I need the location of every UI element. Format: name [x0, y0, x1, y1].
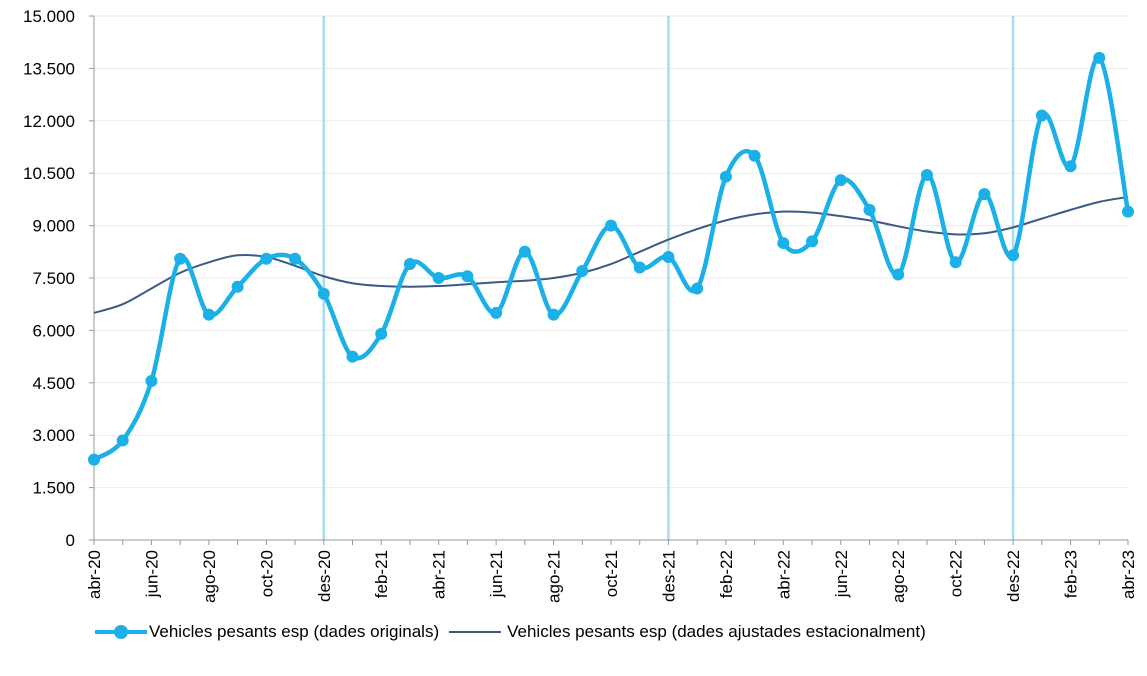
y-tick-label: 3.000 — [32, 426, 75, 445]
x-tick-label: oct-20 — [257, 550, 276, 597]
x-tick-label: feb-23 — [1062, 550, 1081, 598]
x-tick-label: jun-21 — [487, 550, 506, 598]
data-point-original — [920, 168, 933, 181]
data-point-original — [1093, 51, 1106, 64]
x-tick-label: jun-20 — [142, 550, 161, 598]
data-point-original — [432, 272, 445, 284]
data-point-original — [662, 251, 675, 264]
data-point-original — [202, 308, 215, 321]
x-tick-label: jun-22 — [832, 550, 851, 598]
gridlines — [94, 15, 1128, 489]
x-tick-label: oct-21 — [602, 550, 621, 597]
legend-swatch-adjusted — [449, 631, 502, 633]
y-tick-label: 15.000 — [23, 7, 75, 26]
legend: Vehicles pesants esp (dades originals) V… — [95, 620, 936, 644]
legend-item-original: Vehicles pesants esp (dades originals) — [95, 622, 439, 642]
x-tick-label: abr-20 — [85, 550, 104, 599]
y-tick-label: 13.500 — [23, 59, 75, 78]
x-tick-label: oct-22 — [947, 550, 966, 597]
reference-lines — [322, 16, 1015, 540]
y-tick-label: 4.500 — [32, 374, 75, 393]
y-tick-label: 7.500 — [32, 269, 75, 288]
data-point-original — [892, 268, 905, 281]
data-point-original — [978, 188, 991, 201]
data-point-original — [949, 256, 962, 269]
x-tick-label: feb-22 — [717, 550, 736, 598]
data-point-original — [518, 245, 531, 258]
data-point-original — [547, 308, 560, 321]
x-tick-label: ago-21 — [545, 550, 564, 603]
data-point-original — [174, 252, 187, 265]
data-point-original — [403, 258, 416, 271]
x-tick-label: feb-21 — [372, 550, 391, 598]
data-point-original — [691, 282, 704, 295]
data-point-original — [145, 375, 158, 388]
data-point-original — [863, 203, 876, 216]
x-tick-label: abr-23 — [1119, 550, 1138, 599]
y-tick-label: 0 — [66, 531, 75, 550]
data-point-original — [1122, 205, 1134, 218]
data-point-original — [633, 261, 646, 274]
data-point-original — [375, 327, 388, 340]
data-point-original — [231, 280, 244, 293]
data-point-original — [88, 453, 100, 466]
y-tick-label: 6.000 — [32, 321, 75, 340]
data-point-original — [777, 237, 790, 250]
data-point-original — [346, 350, 359, 363]
data-point-original — [806, 235, 819, 248]
data-point-original — [1007, 249, 1020, 262]
x-tick-label: abr-21 — [430, 550, 449, 599]
tick-labels: 0 1.500 3.000 4.500 6.000 7.500 9.000 10.500 12.… — [23, 7, 1138, 603]
series-line-original — [91, 55, 1131, 462]
data-point-original — [461, 270, 474, 283]
data-point-original — [490, 306, 503, 319]
legend-label-original: Vehicles pesants esp (dades originals) — [149, 622, 440, 641]
y-tick-label: 1.500 — [32, 479, 75, 498]
data-point-original — [1064, 160, 1077, 173]
axes — [89, 15, 1129, 545]
data-point-original — [834, 174, 847, 187]
data-point-original — [289, 252, 302, 265]
data-point-original — [576, 265, 589, 278]
data-point-original — [1035, 109, 1048, 122]
y-tick-label: 9.000 — [32, 217, 75, 236]
x-tick-label: ago-20 — [200, 550, 219, 603]
series-layer — [88, 51, 1134, 466]
y-tick-label: 12.000 — [23, 112, 75, 131]
data-point-original — [605, 219, 617, 232]
y-tick-label: 10.500 — [23, 164, 75, 183]
legend-label-adjusted: Vehicles pesants esp (dades ajustades es… — [507, 622, 926, 641]
data-point-original — [748, 149, 761, 162]
data-point-original — [116, 434, 129, 447]
x-tick-label: abr-22 — [774, 550, 793, 599]
data-point-original — [260, 252, 273, 265]
data-point-original — [317, 287, 330, 300]
legend-item-adjusted: Vehicles pesants esp (dades ajustades es… — [449, 622, 926, 642]
x-tick-label: des-22 — [1004, 550, 1023, 602]
x-tick-label: ago-22 — [889, 550, 908, 603]
x-tick-label: des-20 — [315, 550, 334, 602]
legend-swatch-original — [95, 624, 147, 640]
data-point-original — [719, 170, 732, 183]
x-tick-label: des-21 — [659, 550, 678, 602]
